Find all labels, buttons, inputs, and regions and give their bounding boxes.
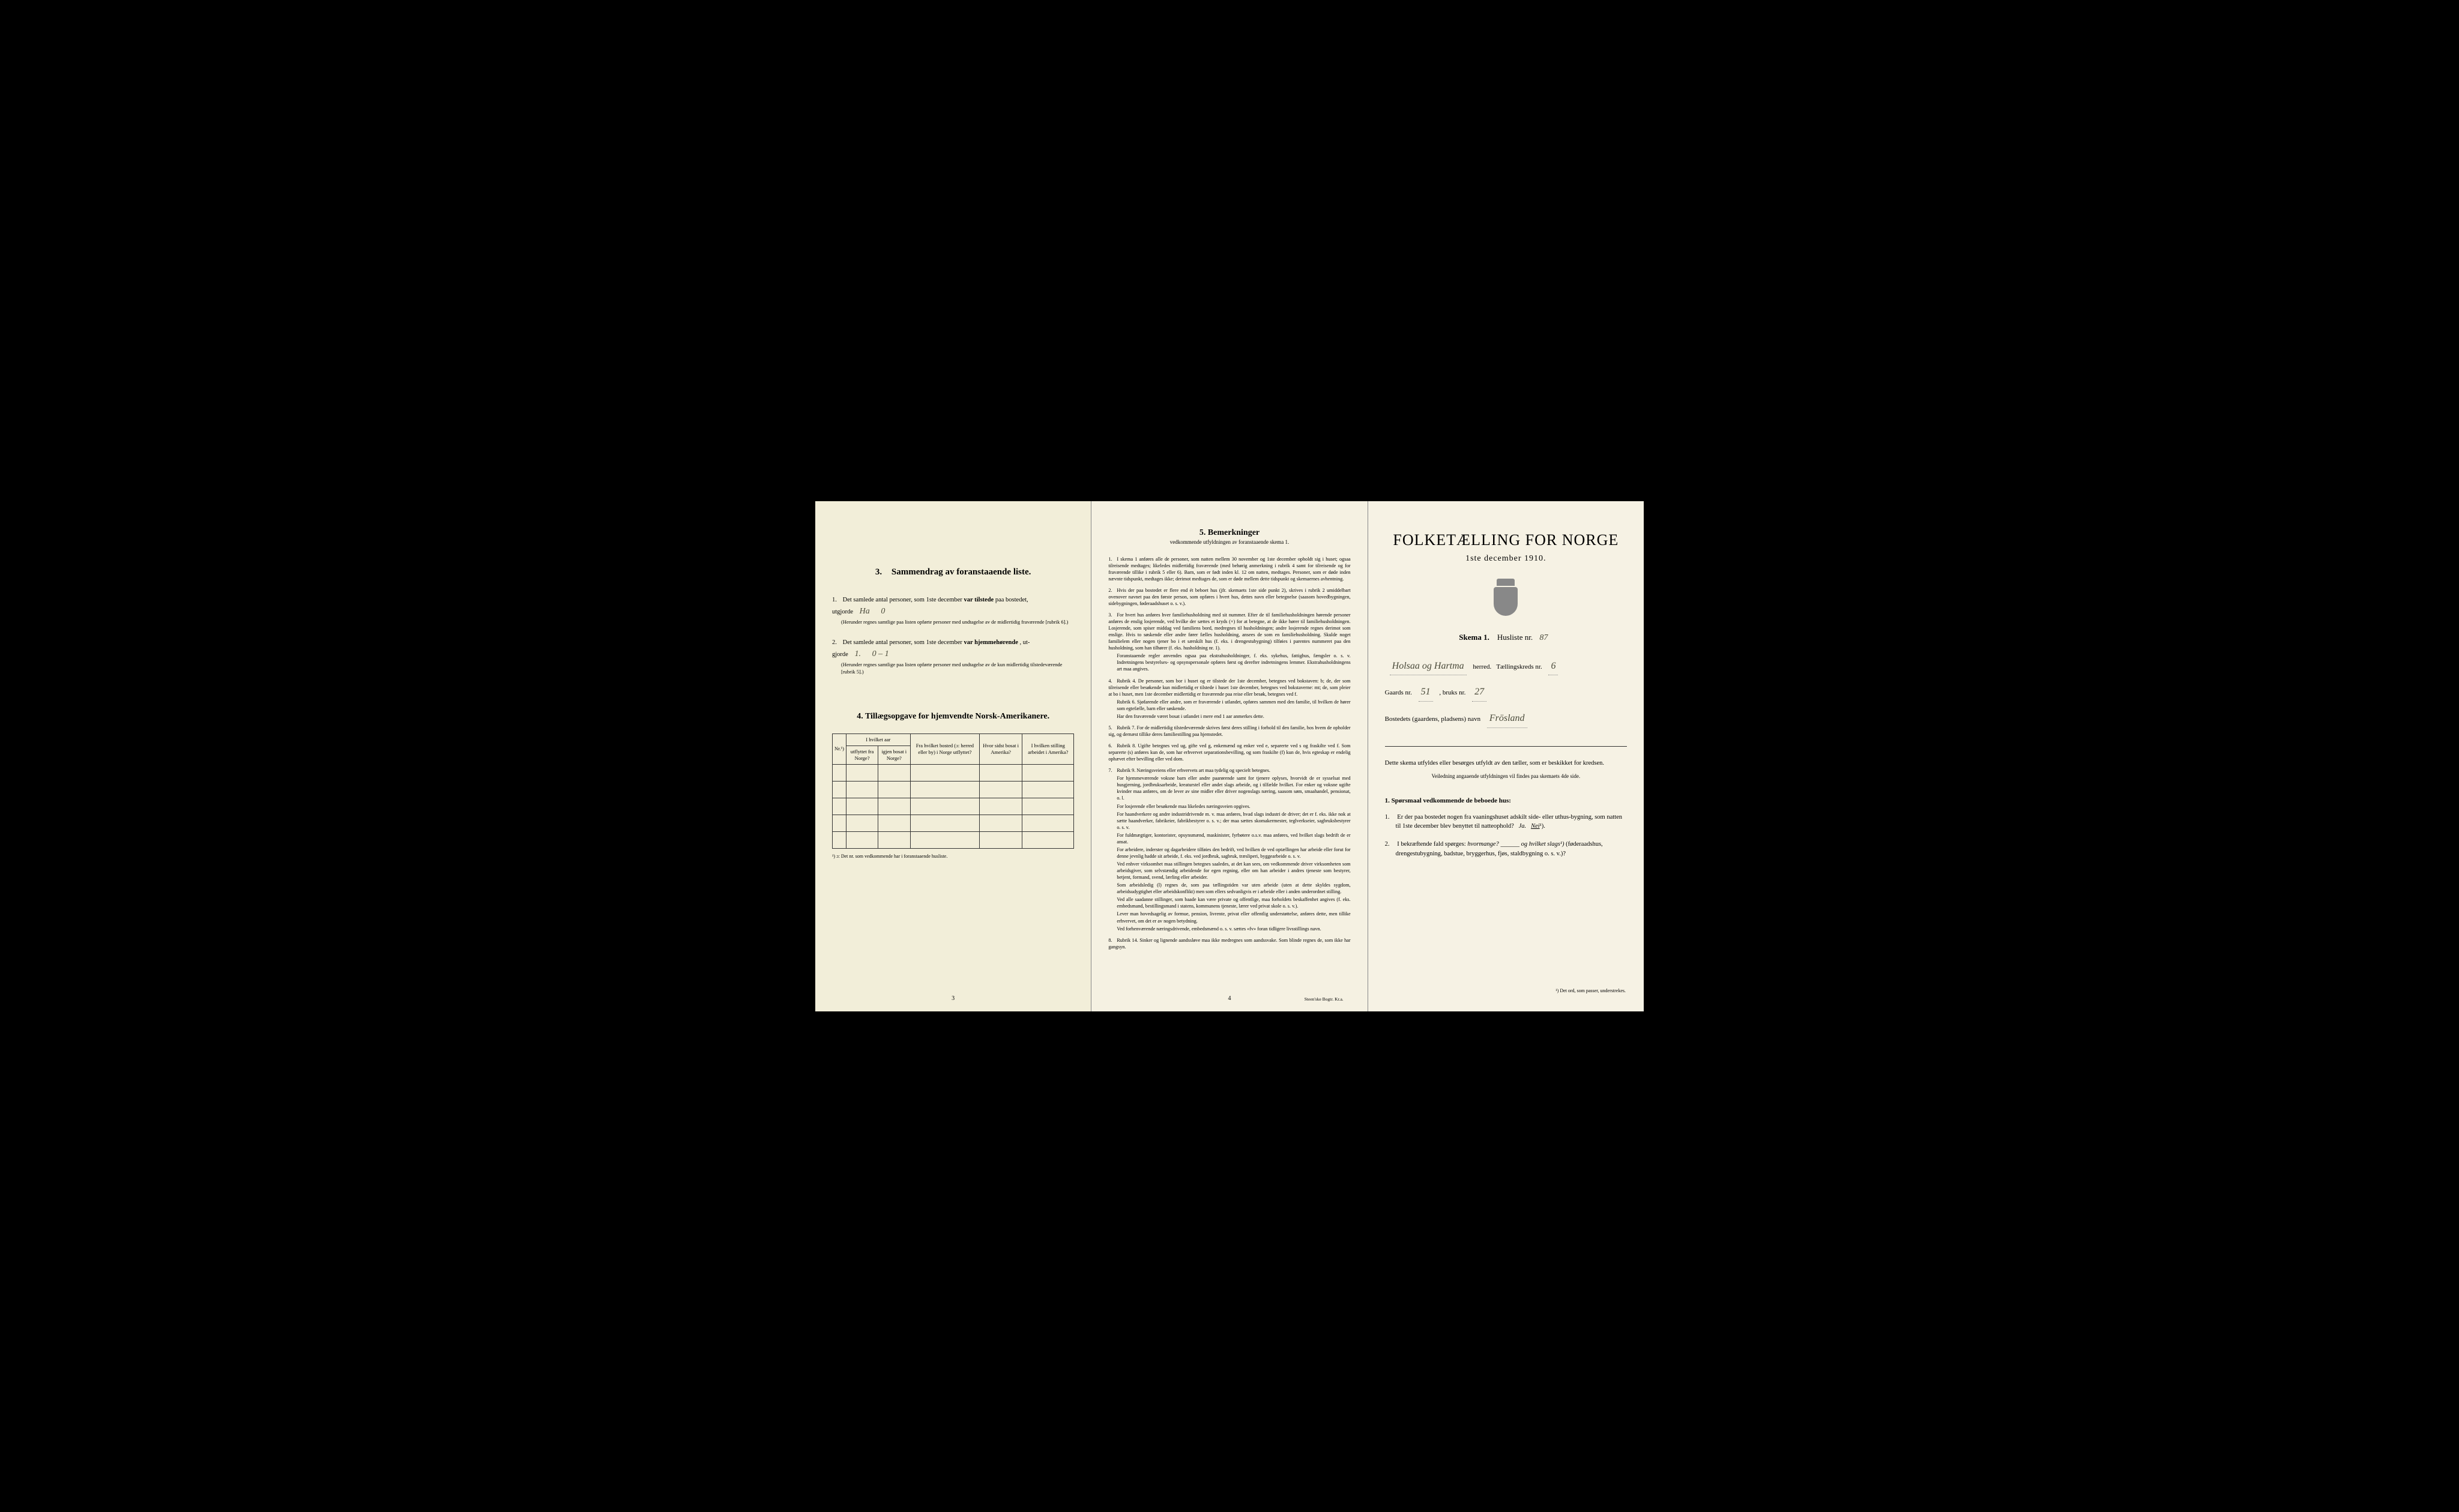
q1-num: 1. bbox=[1385, 813, 1396, 822]
printer-credit: Steen'ske Bogtr. Kr.a. bbox=[1305, 996, 1344, 1002]
th-utflyttet: utflyttet fra Norge? bbox=[846, 745, 878, 764]
th-amerika: Hvor sidst bosat i Amerika? bbox=[980, 733, 1022, 764]
th-aar: I hvilket aar bbox=[846, 733, 911, 745]
husliste-label: Husliste nr. bbox=[1497, 633, 1533, 642]
section4-heading: Tillægsopgave for hjemvendte Norsk-Ameri… bbox=[865, 712, 1049, 721]
main-title: FOLKETÆLLING FOR NORGE bbox=[1385, 531, 1627, 549]
instruction-sub: Veiledning angaaende utfyldningen vil fi… bbox=[1385, 773, 1627, 779]
item2-text-c: gjorde bbox=[832, 651, 848, 658]
kreds-label: Tællingskreds nr. bbox=[1496, 663, 1542, 670]
remark-item: 2.Hvis der paa bostedet er flere end ét … bbox=[1108, 587, 1350, 607]
section3-title: 3. Sammendrag av foranstaaende liste. bbox=[832, 567, 1074, 577]
q2-text-b: og hvilket slags¹) bbox=[1521, 841, 1564, 848]
item2-text-b: , ut- bbox=[1019, 639, 1030, 646]
section3-heading: Sammendrag av foranstaaende liste. bbox=[892, 567, 1031, 577]
item2-hw2: 0 – 1 bbox=[872, 648, 889, 661]
amerikanere-table: Nr.¹) I hvilket aar Fra hvilket bosted (… bbox=[832, 733, 1074, 849]
item1-text-b: paa bostedet, bbox=[995, 597, 1028, 603]
item1-text-a: Det samlede antal personer, som 1ste dec… bbox=[843, 597, 962, 603]
bruks-label: , bruks nr. bbox=[1439, 689, 1465, 696]
divider bbox=[1385, 746, 1627, 747]
remark-item: 6.Rubrik 8. Ugifte betegnes ved ug, gift… bbox=[1108, 742, 1350, 762]
bruks-number: 27 bbox=[1472, 684, 1486, 702]
remark-item: 7.Rubrik 9. Næringsveiens eller erhverve… bbox=[1108, 767, 1350, 932]
section3-item1: 1. Det samlede antal personer, som 1ste … bbox=[832, 595, 1074, 626]
question-title: 1. Spørsmaal vedkommende de beboede hus: bbox=[1385, 797, 1627, 804]
item2-hw1: 1. bbox=[854, 648, 861, 661]
date-subtitle: 1ste december 1910. bbox=[1385, 554, 1627, 564]
item1-hw1: Ha bbox=[860, 605, 870, 618]
q-title-text: Spørsmaal vedkommende de beboede hus: bbox=[1392, 797, 1511, 804]
item1-num: 1. bbox=[832, 595, 841, 606]
document-scan: 3. Sammendrag av foranstaaende liste. 1.… bbox=[815, 501, 1644, 1011]
item2-num: 2. bbox=[832, 638, 841, 648]
q2-text-a: I bekræftende fald spørges: bbox=[1397, 841, 1465, 848]
item1-bold: var tilstede bbox=[964, 597, 994, 603]
remark-item: 8.Rubrik 14. Sinker og lignende aandsslø… bbox=[1108, 937, 1350, 950]
herred-label: herred. bbox=[1473, 663, 1491, 670]
remarks-list: 1.I skema 1 anføres alle de personer, so… bbox=[1108, 556, 1350, 950]
section3-number: 3. bbox=[875, 567, 882, 577]
q2-num: 2. bbox=[1385, 840, 1396, 849]
table-row bbox=[833, 815, 1074, 831]
section5-title: 5. Bemerkninger bbox=[1108, 528, 1350, 538]
question-1: 1. Er der paa bostedet nogen fra vaaning… bbox=[1385, 813, 1627, 832]
q-title-num: 1. bbox=[1385, 797, 1390, 804]
page-4: 5. Bemerkninger vedkommende utfyldningen… bbox=[1091, 501, 1368, 1011]
herred-name: Holsaa og Hartma bbox=[1390, 658, 1467, 676]
section5-number: 5. bbox=[1199, 528, 1206, 537]
q1-text: Er der paa bostedet nogen fra vaaningshu… bbox=[1396, 814, 1622, 830]
item2-fine: (Herunder regnes samtlige paa listen opf… bbox=[841, 661, 1074, 676]
section3-item2: 2. Det samlede antal personer, som 1ste … bbox=[832, 638, 1074, 676]
section5-subtitle: vedkommende utfyldningen av foranstaaend… bbox=[1108, 539, 1350, 545]
bosted-name: Frösland bbox=[1487, 710, 1527, 728]
remark-item: 1.I skema 1 anføres alle de personer, so… bbox=[1108, 556, 1350, 582]
item1-text-c: utgjorde bbox=[832, 609, 853, 615]
q2-hvormange: hvormange? bbox=[1467, 841, 1499, 848]
table-footnote: ¹) ɔ: Det nr. som vedkommende har i fora… bbox=[832, 854, 1074, 859]
bosted-line: Bostedets (gaardens, pladsens) navn Frös… bbox=[1385, 710, 1627, 728]
skema-label: Skema 1. bbox=[1459, 633, 1489, 642]
page-number-3: 3 bbox=[952, 995, 955, 1002]
section5-heading: Bemerkninger bbox=[1208, 528, 1260, 537]
item1-fine: (Herunder regnes samtlige paa listen opf… bbox=[841, 619, 1074, 626]
coat-of-arms-icon bbox=[1491, 579, 1521, 615]
kreds-number: 6 bbox=[1548, 658, 1558, 676]
gaards-label: Gaards nr. bbox=[1385, 689, 1412, 696]
table-row bbox=[833, 798, 1074, 815]
question-2: 2. I bekræftende fald spørges: hvormange… bbox=[1385, 840, 1627, 859]
gaards-line: Gaards nr. 51 , bruks nr. 27 bbox=[1385, 684, 1627, 702]
table-row bbox=[833, 764, 1074, 781]
page-3: 3. Sammendrag av foranstaaende liste. 1.… bbox=[815, 501, 1091, 1011]
th-bosat: igjen bosat i Norge? bbox=[878, 745, 911, 764]
q1-ja: Ja. bbox=[1519, 823, 1527, 830]
skema-line: Skema 1. Husliste nr. 87 bbox=[1385, 633, 1627, 643]
instruction-text: Dette skema utfyldes eller besørges utfy… bbox=[1385, 759, 1627, 768]
item1-hw2: 0 bbox=[881, 605, 885, 618]
th-stilling: I hvilken stilling arbeidet i Amerika? bbox=[1022, 733, 1074, 764]
table-row bbox=[833, 781, 1074, 798]
husliste-number: 87 bbox=[1539, 633, 1548, 643]
gaards-number: 51 bbox=[1419, 684, 1433, 702]
page-number-4: 4 bbox=[1228, 995, 1231, 1002]
table-row bbox=[833, 831, 1074, 848]
th-bosted: Fra hvilket bosted (ɔ: herred eller by) … bbox=[910, 733, 980, 764]
remark-item: 3.For hvert hus anføres hver familiehush… bbox=[1108, 612, 1350, 673]
th-nr: Nr.¹) bbox=[833, 733, 846, 764]
page-1-cover: FOLKETÆLLING FOR NORGE 1ste december 191… bbox=[1368, 501, 1644, 1011]
remark-item: 4.Rubrik 4. De personer, som bor i huset… bbox=[1108, 678, 1350, 720]
item2-text-a: Det samlede antal personer, som 1ste dec… bbox=[843, 639, 962, 646]
section4-title: 4. Tillægsopgave for hjemvendte Norsk-Am… bbox=[832, 712, 1074, 721]
q1-nei: Nei bbox=[1531, 823, 1540, 830]
footnote: ¹) Det ord, som passer, understrekes. bbox=[1555, 988, 1626, 993]
section4-number: 4. bbox=[857, 712, 863, 721]
bosted-label: Bostedets (gaardens, pladsens) navn bbox=[1385, 715, 1480, 723]
herred-line: Holsaa og Hartma herred. Tællingskreds n… bbox=[1385, 658, 1627, 676]
remark-item: 5.Rubrik 7. For de midlertidig tilstedev… bbox=[1108, 724, 1350, 738]
item2-bold: var hjemmehørende bbox=[964, 639, 1018, 646]
